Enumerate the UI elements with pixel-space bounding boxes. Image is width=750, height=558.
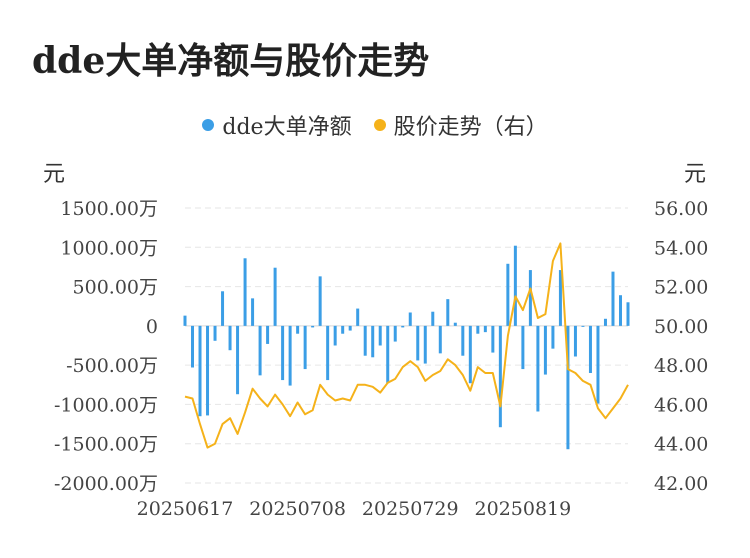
dde-bar: [236, 325, 240, 395]
dde-bar: [491, 325, 495, 353]
dde-bar: [551, 325, 555, 349]
dde-bar: [558, 270, 562, 326]
dde-bar: [521, 325, 525, 370]
legend-item-dde[interactable]: dde大单净额: [202, 109, 352, 141]
right-tick-label: 48.00: [654, 355, 708, 377]
dde-bar: [476, 325, 480, 334]
dde-bar: [363, 325, 367, 356]
left-tick-label: 0: [146, 316, 158, 338]
dde-bar: [461, 325, 465, 356]
x-tick-label: 20250729: [362, 498, 459, 520]
dde-bar: [536, 325, 540, 412]
dde-bar: [401, 325, 405, 328]
dde-bar: [183, 315, 187, 326]
dde-bar: [438, 325, 442, 354]
x-tick-label: 20250819: [475, 498, 572, 520]
legend-label-dde: dde大单净额: [222, 115, 352, 140]
dde-bar: [446, 299, 450, 326]
dde-bar: [626, 302, 630, 326]
dde-bar: [303, 325, 307, 370]
chart-title: dde大单净额与股价走势: [32, 40, 430, 82]
legend-dot-dde: [202, 119, 215, 131]
dde-bar: [596, 325, 600, 404]
left-axis-unit: 元: [43, 162, 66, 187]
dde-bar: [468, 325, 472, 384]
right-tick-label: 50.00: [654, 316, 708, 338]
price-line: [184, 242, 629, 449]
dde-bar: [618, 295, 622, 326]
right-tick-label: 46.00: [654, 394, 708, 416]
right-axis-unit: 元: [684, 162, 707, 187]
legend-dot-price: [373, 119, 386, 131]
dde-bar: [573, 325, 577, 357]
dde-bar: [543, 325, 547, 375]
dde-bar: [386, 325, 390, 384]
dde-bar: [206, 325, 210, 416]
dde-bar: [378, 325, 382, 346]
dde-bar: [326, 325, 330, 381]
dde-bar: [453, 322, 457, 326]
right-tick-label: 54.00: [654, 237, 708, 259]
dde-bar: [371, 325, 375, 358]
left-tick-label: -2000.00万: [54, 473, 158, 495]
dde-bar: [566, 325, 570, 450]
x-tick-label: 20250708: [249, 498, 346, 520]
x-tick-label: 20250617: [137, 498, 234, 520]
dde-bar: [603, 318, 607, 326]
dde-bar: [506, 263, 510, 326]
left-tick-label: -1500.00万: [54, 434, 158, 456]
dde-bar: [513, 245, 517, 326]
legend-label-price: 股价走势（右）: [393, 115, 548, 140]
dde-bar: [288, 325, 292, 386]
right-tick-label: 56.00: [654, 198, 708, 220]
legend-item-price[interactable]: 股价走势（右）: [373, 109, 548, 141]
dde-bar: [213, 325, 217, 341]
dde-bar: [296, 325, 300, 334]
dde-bar: [528, 270, 532, 326]
right-tick-label: 44.00: [654, 434, 708, 456]
dde-bar: [221, 291, 225, 326]
left-tick-label: -1000.00万: [54, 394, 158, 416]
dde-bar: [483, 325, 487, 333]
dde-bar: [318, 276, 322, 326]
dde-bar: [423, 325, 427, 364]
dde-bar: [408, 312, 412, 326]
dde-bar: [416, 325, 420, 361]
dde-bar: [251, 298, 255, 326]
dde-bar: [191, 325, 195, 368]
dde-bar: [356, 308, 360, 326]
legend: dde大单净额 股价走势（右）: [0, 110, 750, 140]
dde-bar: [258, 325, 262, 376]
dde-bar: [266, 325, 270, 344]
dde-bar: [228, 325, 232, 351]
dde-bar: [393, 325, 397, 342]
right-tick-label: 52.00: [654, 277, 708, 299]
right-tick-label: 42.00: [654, 473, 708, 495]
left-tick-label: 500.00万: [73, 277, 158, 299]
left-tick-label: 1500.00万: [60, 198, 158, 220]
dde-bar: [333, 325, 337, 346]
dde-bar: [581, 325, 585, 327]
dde-bar: [281, 325, 285, 381]
dde-bar: [341, 325, 345, 334]
dde-bar: [311, 325, 315, 328]
dde-bar: [273, 267, 277, 326]
dde-bar: [588, 325, 592, 373]
dde-bar: [243, 258, 247, 326]
dde-bar: [498, 325, 502, 428]
dde-bar: [431, 311, 435, 326]
dde-bar: [198, 325, 202, 417]
dde-bar: [611, 271, 615, 326]
dde-bar: [348, 325, 352, 331]
left-tick-label: 1000.00万: [60, 237, 158, 259]
left-tick-label: -500.00万: [66, 355, 158, 377]
